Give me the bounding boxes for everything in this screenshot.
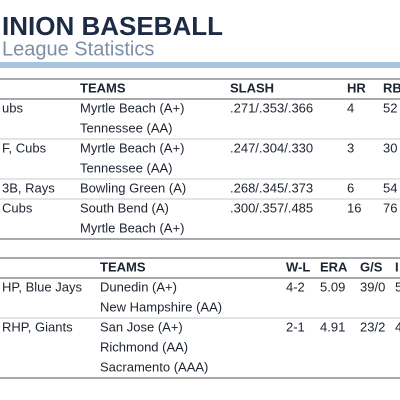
stat-cell: 2-1 [286,319,305,334]
team-cell: Sacramento (AAA) [100,359,208,374]
player-cell: Cubs [2,200,33,215]
player-cell: HP, Blue Jays [2,279,82,294]
player-cell: RHP, Giants [2,319,73,334]
player-cell: F, Cubs [2,140,47,155]
stat-cell: .271/.353/.366 [230,100,313,115]
stat-cell: 16 [347,200,361,215]
team-cell: Dunedin (A+) [100,279,177,294]
team-cell: Tennessee (AA) [80,120,173,135]
team-cell: South Bend (A) [80,200,169,215]
team-cell: Myrtle Beach (A+) [80,220,184,235]
stat-cell: 5.09 [320,279,345,294]
column-header: SLASH [230,80,274,95]
column-header: ERA [320,259,348,274]
column-header: RB [383,80,400,95]
column-header: I [395,259,399,274]
stat-cell: 52 [383,100,397,115]
column-header: W-L [286,259,310,274]
stat-cell: 39/0 [360,279,385,294]
stat-cell: 4 [347,100,354,115]
stat-cell: 54 [383,180,397,195]
stat-cell: 4.91 [320,319,345,334]
team-cell: Myrtle Beach (A+) [80,140,184,155]
tables: TEAMS SLASH HR RB ubs Myrtle Beach (A+) Tennes… [0,78,400,379]
stat-cell: .300/.357/.485 [230,200,313,215]
stat-cell: 76 [383,200,397,215]
stat-cell: 3 [347,140,354,155]
team-cell: Bowling Green (A) [80,180,186,195]
player-cell: ubs [2,100,23,115]
stat-cell: 23/2 [360,319,385,334]
stat-cell: 5 [395,279,400,294]
header-band [0,62,400,68]
team-cell: San Jose (A+) [100,319,183,334]
title: INION BASEBALL [2,11,223,41]
stat-cell: 4 [395,319,400,334]
player-cell: 3B, Rays [2,180,55,195]
team-cell: New Hampshire (AA) [100,299,222,314]
column-header: TEAMS [100,259,146,274]
team-cell: Tennessee (AA) [80,160,173,175]
stat-cell: .268/.345/.373 [230,180,313,195]
stat-cell: 4-2 [286,279,305,294]
team-cell: Richmond (AA) [100,339,188,354]
column-header: HR [347,80,366,95]
subtitle: League Statistics [2,38,154,60]
stat-cell: 30 [383,140,397,155]
column-header: TEAMS [80,80,126,95]
stat-cell: .247/.304/.330 [230,140,313,155]
team-cell: Myrtle Beach (A+) [80,100,184,115]
stat-cell: 6 [347,180,354,195]
column-header: G/S [360,259,383,274]
